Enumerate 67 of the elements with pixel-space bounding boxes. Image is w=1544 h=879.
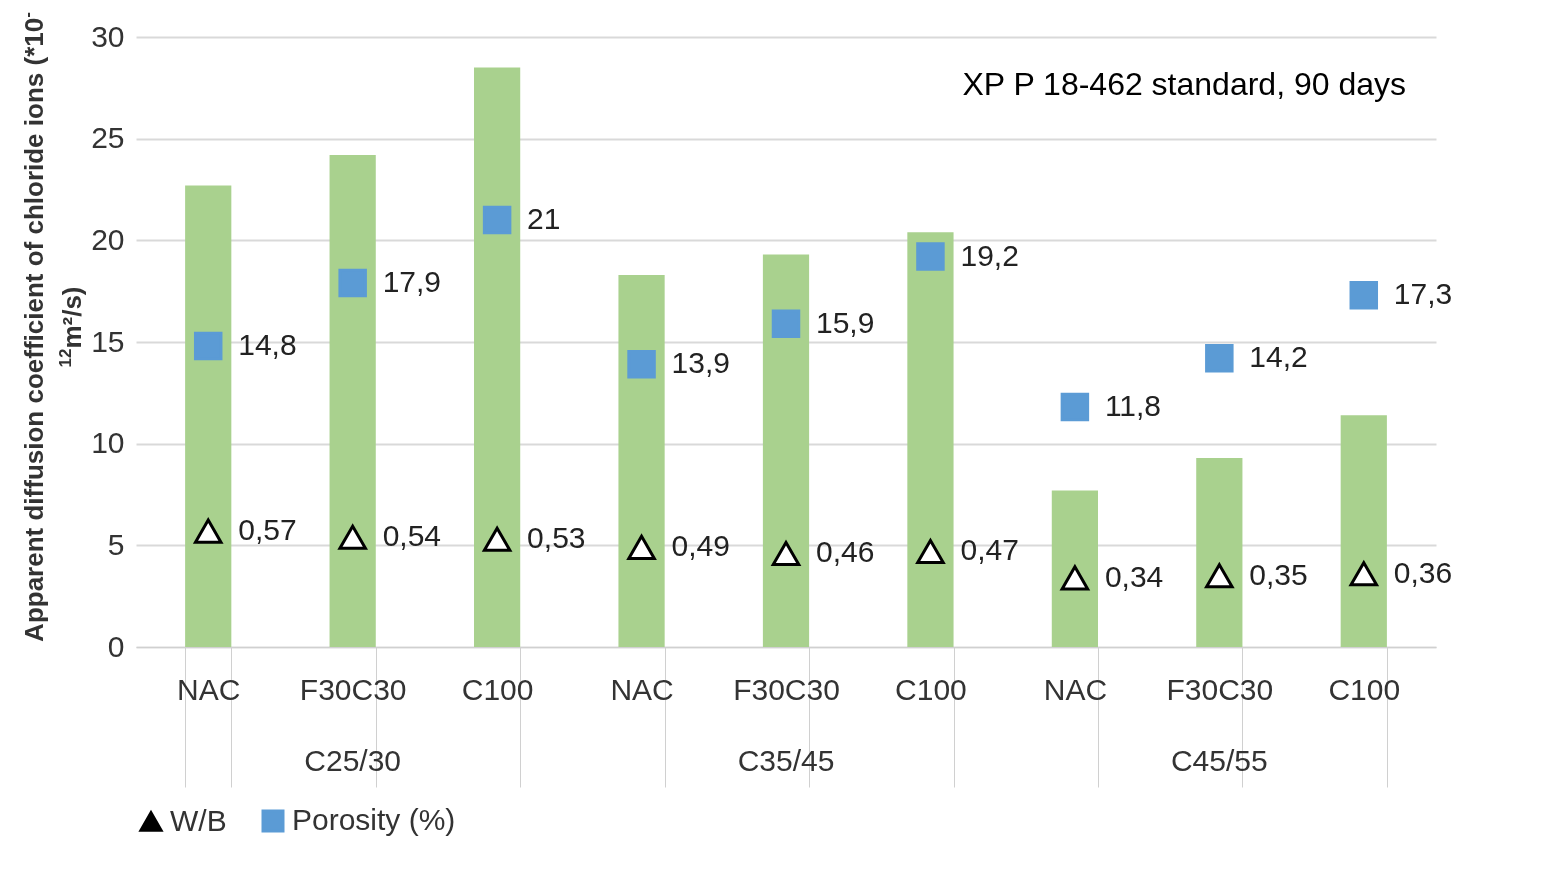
data-label: 0,46: [816, 535, 875, 569]
y-tick-label: 25: [91, 121, 125, 155]
text: C45/55: [1170, 744, 1268, 777]
data-label: 0,34: [1104, 559, 1164, 593]
y-tick-label: 10: [91, 426, 125, 460]
y-tick-label: 30: [91, 19, 125, 53]
point: [482, 526, 512, 552]
legend-label: Porosity (%): [292, 803, 456, 836]
data-label: 17,3: [1393, 277, 1453, 311]
bar: [618, 274, 665, 647]
data-label: 0,53: [527, 521, 586, 555]
point: [1349, 561, 1379, 587]
text: C25/30: [304, 744, 402, 777]
bar: [762, 254, 810, 647]
data-label: 0,57: [238, 513, 297, 547]
point: [916, 242, 945, 271]
data-label: 15,9: [816, 305, 875, 339]
point: [627, 534, 656, 560]
point: [1205, 344, 1234, 373]
point: [771, 309, 801, 338]
point: [1205, 563, 1234, 589]
x-tick-label: F30C30: [1166, 672, 1274, 706]
x-tick-label: F30C30: [733, 672, 840, 706]
annotation: XP P 18-462 standard, 90 days: [962, 66, 1406, 102]
point: [1349, 280, 1379, 310]
data-label: 0,47: [960, 533, 1019, 567]
point: [338, 524, 367, 550]
data-label: 11,8: [1104, 389, 1162, 423]
data-label: 0,35: [1249, 557, 1308, 591]
data-label: 19,2: [960, 238, 1019, 272]
bar: [1196, 457, 1243, 647]
point: [193, 331, 223, 361]
x-tick-label: C100: [895, 672, 967, 706]
bar: [185, 185, 232, 647]
bar: [907, 232, 954, 647]
data-label: 14,2: [1249, 340, 1308, 374]
point: [627, 350, 656, 379]
point: [193, 518, 223, 544]
bar: [1051, 490, 1098, 647]
point: [338, 268, 367, 298]
data-label: 0,36: [1393, 555, 1453, 589]
legend-label: W/B: [170, 803, 227, 837]
data-label: 0,49: [671, 529, 730, 563]
x-tick-label: NAC: [177, 672, 241, 706]
data-label: 14,8: [238, 328, 297, 362]
point: [771, 540, 801, 567]
x-tick-label: C100: [1328, 672, 1401, 706]
point: [916, 538, 945, 564]
bar: [1340, 415, 1387, 647]
data-label: 17,9: [382, 265, 442, 299]
bar: [474, 67, 521, 647]
x-tick-label: C100: [461, 672, 534, 706]
bar: [329, 154, 376, 647]
text: C35/45: [737, 744, 835, 777]
x-tick-label: NAC: [610, 672, 674, 706]
y-tick-label: 5: [107, 527, 125, 561]
y-tick-label: 15: [91, 324, 125, 358]
y-tick-label: 0: [107, 629, 125, 663]
x-tick-label: F30C30: [299, 672, 407, 706]
data-label: 0,54: [382, 519, 442, 553]
point: [1060, 392, 1090, 422]
data-label: 21: [527, 202, 561, 235]
x-tick-label: NAC: [1043, 672, 1108, 706]
point: [482, 205, 512, 235]
data-label: 13,9: [671, 346, 730, 380]
y-tick-label: 20: [91, 222, 125, 256]
point: [1060, 565, 1090, 591]
